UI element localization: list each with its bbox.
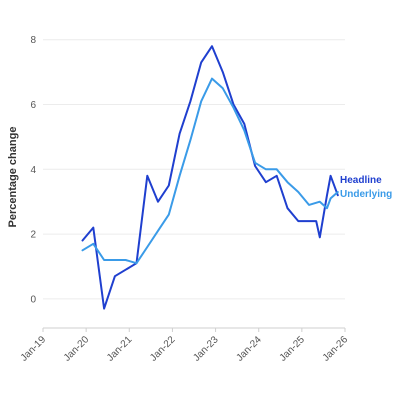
- series: [81, 45, 339, 310]
- axes: [42, 327, 346, 332]
- x-tick-label: Jan-25: [278, 334, 308, 364]
- x-tick-label: Jan-24: [234, 334, 264, 364]
- y-tick-labels: 0 2 4 6 8: [30, 35, 36, 305]
- y-tick-label: 8: [30, 35, 36, 46]
- series-line-underlying: [81, 77, 339, 265]
- series-line-headline: [81, 45, 339, 310]
- grid: [43, 39, 345, 300]
- y-tick-label: 4: [30, 165, 36, 176]
- x-tick-labels: Jan-19 Jan-20 Jan-21 Jan-22 Jan-23 Jan-24 Jan-…: [19, 334, 351, 364]
- x-tick-label: Jan-26: [321, 334, 351, 364]
- y-tick-label: 6: [30, 100, 36, 111]
- x-tick-label: Jan-20: [62, 334, 92, 364]
- series-label-headline: Headline: [340, 175, 382, 186]
- y-axis-title: Percentage change: [7, 127, 19, 228]
- series-labels: Headline Underlying: [340, 175, 392, 200]
- x-tick-label: Jan-19: [19, 334, 49, 364]
- y-tick-label: 2: [30, 230, 36, 241]
- y-tick-label: 0: [30, 294, 36, 305]
- x-tick-label: Jan-21: [105, 334, 135, 364]
- x-tick-label: Jan-22: [148, 334, 178, 364]
- series-label-underlying: Underlying: [340, 189, 392, 200]
- x-tick-label: Jan-23: [191, 334, 221, 364]
